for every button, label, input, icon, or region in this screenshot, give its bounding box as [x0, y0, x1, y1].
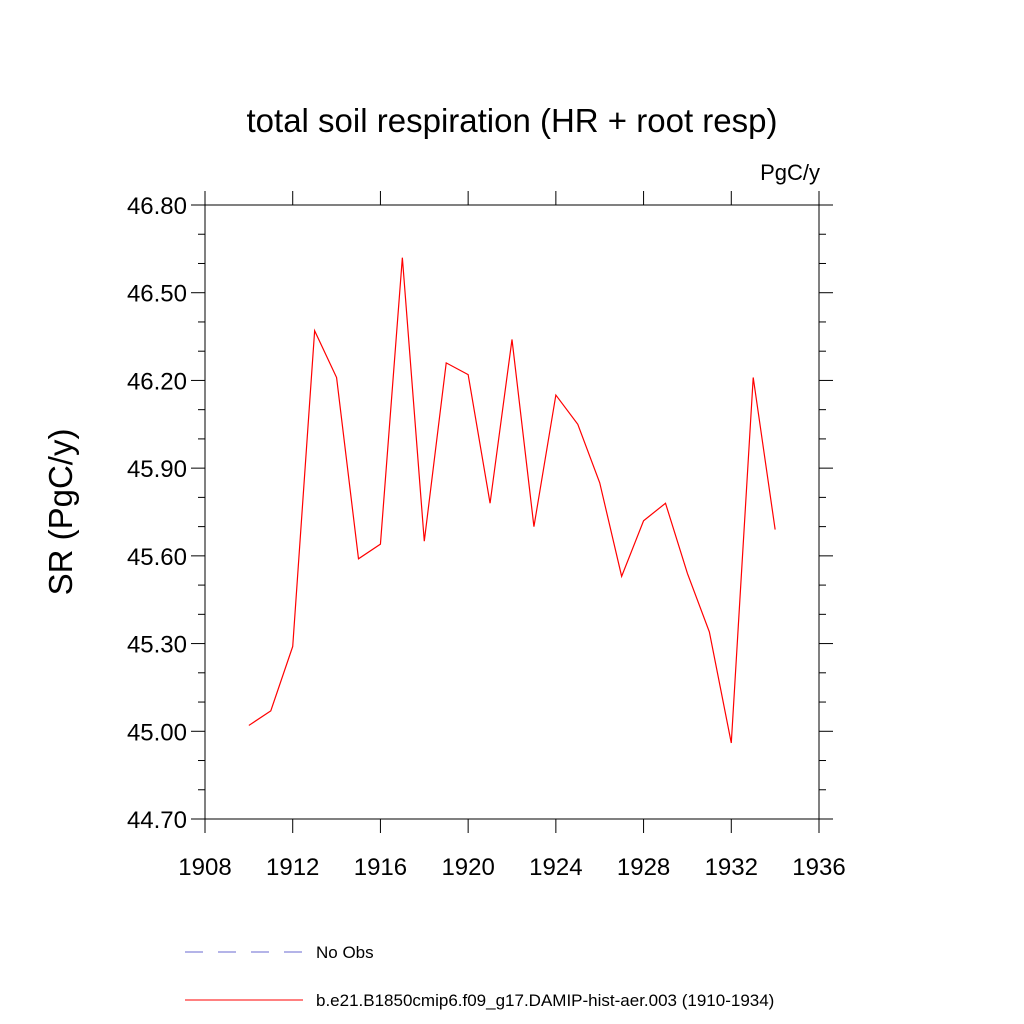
legend-label-0: No Obs — [316, 943, 374, 962]
y-tick-label: 45.60 — [127, 544, 187, 571]
x-tick-labels: 1908 1912 1916 1920 1924 1928 1932 1936 — [178, 854, 845, 881]
x-tick-label: 1916 — [354, 854, 407, 881]
y-tick-label: 46.80 — [127, 193, 187, 220]
plot-frame — [204, 204, 820, 820]
units-label: PgC/y — [760, 160, 820, 185]
y-axis-label: SR (PgC/y) — [42, 429, 79, 596]
series-line-1 — [248, 257, 776, 744]
y-tick-label: 46.50 — [127, 281, 187, 308]
series-layer — [248, 257, 776, 744]
x-tick-label: 1908 — [178, 854, 231, 881]
y-tick-label: 45.30 — [127, 632, 187, 659]
x-tick-label: 1924 — [529, 854, 582, 881]
x-tick-label: 1928 — [617, 854, 670, 881]
y-tick-label: 45.00 — [127, 719, 187, 746]
x-tick-label: 1920 — [441, 854, 494, 881]
x-tick-label: 1936 — [792, 854, 845, 881]
legend: No Obs b.e21.B1850cmip6.f09_g17.DAMIP-his… — [185, 943, 774, 1010]
chart-title: total soil respiration (HR + root resp) — [247, 102, 778, 139]
x-tick-label: 1912 — [266, 854, 319, 881]
y-tick-label: 44.70 — [127, 807, 187, 834]
y-tick-labels: 44.70 45.00 45.30 45.60 45.90 46.20 46.50 46.80 — [127, 193, 187, 834]
y-tick-label: 45.90 — [127, 456, 187, 483]
legend-label-1: b.e21.B1850cmip6.f09_g17.DAMIP-hist-aer.… — [316, 991, 774, 1010]
y-tick-label: 46.20 — [127, 368, 187, 395]
x-tick-label: 1932 — [705, 854, 758, 881]
axis-ticks — [191, 191, 833, 833]
